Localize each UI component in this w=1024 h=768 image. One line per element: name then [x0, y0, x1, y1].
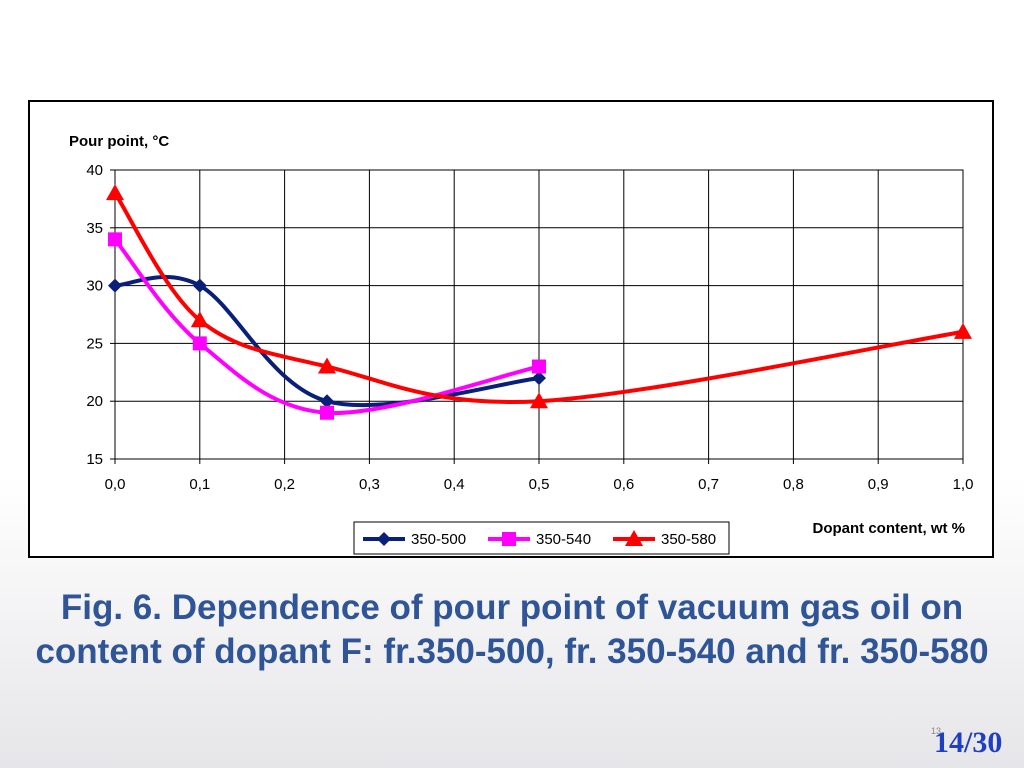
y-tick-label: 15: [86, 451, 103, 468]
data-point-350-540: [108, 232, 122, 247]
data-point-350-500: [320, 394, 334, 409]
series-line-350-580: [113, 191, 965, 404]
data-point-350-580: [530, 392, 548, 409]
x-tick-label: 0,0: [105, 476, 126, 493]
x-tick-label: 0,8: [783, 476, 804, 493]
series-line-350-540: [113, 237, 541, 415]
plot-area-border: [114, 169, 964, 460]
x-tick-label: 0,5: [529, 476, 550, 493]
series-lines: [113, 191, 965, 415]
x-tick-label: 1,0: [953, 476, 974, 493]
data-point-350-580: [318, 357, 336, 374]
chart-frame: 0,0 0,1 0,2 0,3 0,4 0,5 0,6 0,7 0,8 0,9 1,0 15 20 25 3…: [28, 100, 994, 558]
tick-labels: 0,0 0,1 0,2 0,3 0,4 0,5 0,6 0,7 0,8 0,9 1,0 15 20 25 3…: [86, 162, 973, 493]
legend-marker-350-540: [502, 532, 516, 546]
x-tick-label: 0,7: [698, 476, 719, 493]
page-counter: 14/30: [934, 726, 1003, 759]
y-axis-label: Pour point, °C: [69, 133, 169, 150]
figure-caption: Fig. 6. Dependence of pour point of vacu…: [35, 588, 989, 671]
data-point-350-580: [106, 184, 124, 201]
data-point-350-580: [954, 322, 972, 339]
x-tick-label: 0,4: [444, 476, 465, 493]
legend: 350-500 350-540 350-580: [353, 521, 730, 555]
x-tick-label: 0,2: [274, 476, 295, 493]
y-tick-label: 40: [86, 162, 103, 179]
legend-label-350-500: 350-500: [411, 531, 466, 548]
data-point-350-500: [192, 278, 207, 293]
x-axis-label: Dopant content, wt %: [813, 520, 966, 537]
legend-marker-350-580: [625, 530, 643, 546]
slide-number: 13: [931, 726, 942, 736]
legend-marker-350-500: [377, 532, 391, 546]
pour-point-chart: 0,0 0,1 0,2 0,3 0,4 0,5 0,6 0,7 0,8 0,9 1,0 15 20 25 3…: [69, 133, 973, 555]
data-point-350-500: [532, 371, 546, 386]
legend-box: [353, 521, 730, 555]
grid: [110, 169, 964, 464]
x-tick-label: 0,1: [189, 476, 210, 493]
legend-label-350-540: 350-540: [536, 531, 591, 548]
data-point-350-500: [108, 278, 122, 293]
y-tick-label: 25: [86, 335, 103, 352]
x-tick-label: 0,9: [868, 476, 889, 493]
data-point-350-540: [192, 336, 207, 351]
x-tick-label: 0,6: [613, 476, 634, 493]
y-tick-label: 35: [86, 220, 103, 237]
data-point-350-540: [532, 359, 546, 374]
data-point-350-580: [190, 311, 209, 328]
legend-label-350-580: 350-580: [661, 531, 716, 548]
x-tick-label: 0,3: [359, 476, 380, 493]
y-tick-label: 20: [86, 393, 103, 410]
y-tick-label: 30: [86, 278, 103, 295]
data-point-350-540: [320, 405, 334, 420]
series-markers: [106, 184, 972, 420]
